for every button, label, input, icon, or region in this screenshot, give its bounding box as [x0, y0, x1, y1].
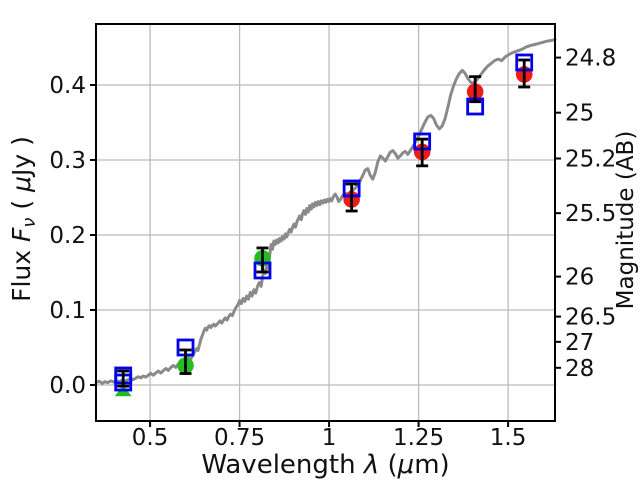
- y-tick-label-right: 25.2: [565, 146, 616, 172]
- x-tick-label: 1.5: [490, 425, 527, 451]
- y-tick-label-right: 25: [565, 101, 594, 127]
- y-tick-label-left: 0.4: [49, 73, 86, 99]
- y-tick-label-right: 28: [565, 356, 594, 382]
- y-tick-label-right: 27: [565, 330, 594, 356]
- x-tick-label: 1: [322, 425, 337, 451]
- y-tick-label-left: 0.1: [49, 298, 86, 324]
- y-tick-label-right: 26.5: [565, 305, 616, 331]
- y-tick-labels-left: 0.0 0.1 0.2 0.3 0.4: [49, 73, 86, 399]
- x-tick-label: 0.75: [214, 425, 265, 451]
- y-tick-label-left: 0.3: [49, 148, 86, 174]
- axis-ticks: [90, 56, 561, 427]
- y-axis-label-flux: Flux Fν ( μJy ): [7, 136, 40, 302]
- y-tick-label-right: 25.5: [565, 201, 616, 227]
- y-tick-label-left: 0.2: [49, 223, 86, 249]
- x-tick-labels: 0.5 0.75 1 1.25 1.5: [132, 425, 527, 451]
- plot-border: [95, 23, 556, 422]
- x-axis-label: Wavelength λ (μm): [201, 450, 449, 480]
- error-bars: [117, 58, 531, 388]
- x-tick-label: 0.5: [132, 425, 169, 451]
- y-tick-label-right: 24.8: [565, 46, 616, 72]
- y-axis-label-magnitude: Magnitude (AB): [613, 131, 639, 310]
- y-tick-label-right: 26: [565, 265, 594, 291]
- x-tick-label: 1.25: [393, 425, 444, 451]
- y-tick-label-left: 0.0: [49, 373, 86, 399]
